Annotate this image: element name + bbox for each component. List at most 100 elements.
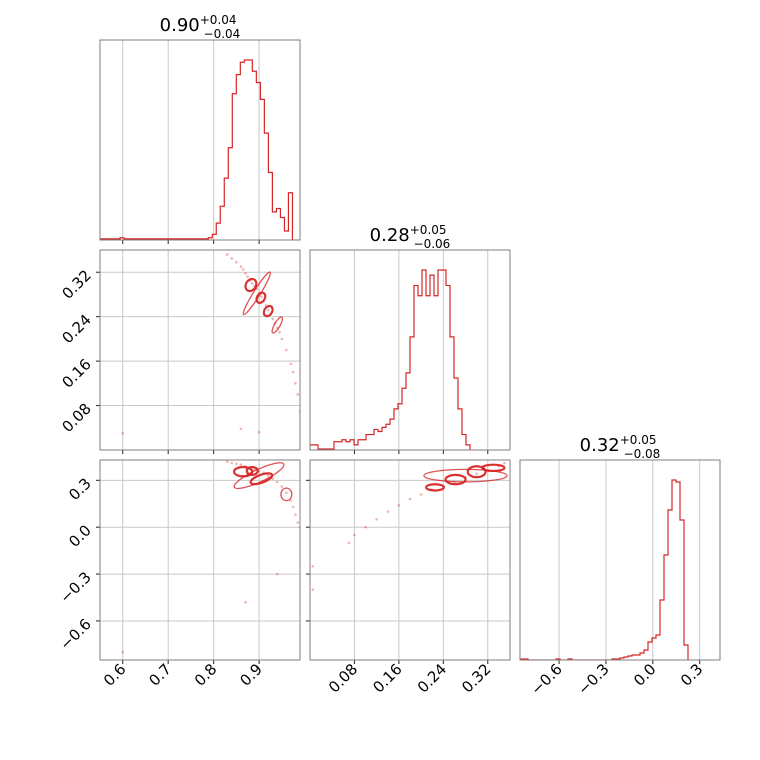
pair-0-sample-8 (250, 282, 254, 285)
hist-2-frame (519, 459, 721, 661)
xtick-label-param-1-0: 0.08 (325, 660, 361, 696)
title-0-minus: −0.04 (204, 27, 241, 41)
pair-panel-0-1 (96, 249, 301, 454)
title-2-value: 0.32 (580, 435, 620, 456)
pair-1-contour-2 (249, 472, 274, 486)
hist-2-bars (520, 479, 689, 660)
pair-0-contour-3 (242, 271, 272, 316)
hist-panel-0: 0.90+0.04 −0.04 (99, 13, 301, 244)
xtick-label-param-2-3: 0.3 (677, 660, 707, 690)
pair-0-sample-6 (246, 275, 250, 278)
xtick-label-param-1-1: 0.16 (369, 660, 405, 696)
pair-2-sample-17 (311, 564, 315, 568)
pair-2-sample-4 (386, 510, 390, 513)
pair-2-sample-3 (375, 518, 378, 521)
xtick-label-param-0-2: 0.8 (191, 660, 221, 690)
pair-2-sample-15 (503, 461, 506, 465)
ytick-label-param-1-0: 0.08 (58, 400, 94, 436)
pair-0-sample-12 (260, 295, 263, 298)
pair-2-sample-16 (311, 588, 315, 591)
hist-0-step-line (100, 59, 294, 240)
pair-2-marks (311, 461, 508, 591)
title-param-1: 0.28+0.05 −0.06 (370, 223, 451, 251)
xtick-label-param-0-1: 0.7 (145, 660, 175, 690)
title-0-plus: +0.04 (200, 13, 237, 27)
pair-0-sample-4 (241, 268, 245, 271)
pair-0-sample-1 (230, 257, 234, 260)
pair-0-sample-15 (266, 308, 270, 312)
pair-1-sample-15 (291, 505, 295, 509)
title-1-plus: +0.05 (410, 223, 447, 237)
pair-2-contour-1 (444, 473, 467, 486)
pair-1-sample-0 (225, 460, 229, 463)
xtick-label-param-2-0: −0.6 (527, 660, 565, 698)
xtick-label-param-2-2: 0.0 (630, 660, 660, 690)
pair-2-sample-5 (397, 504, 401, 507)
pair-0-sample-23 (289, 362, 293, 366)
pair-0-sample-25 (294, 382, 297, 385)
pair-0-frame (99, 249, 301, 451)
pair-panel-0-2 (96, 459, 301, 664)
hist-1-frame (309, 249, 511, 451)
pair-0-sample-0 (225, 253, 229, 256)
pair-1-sample-9 (266, 474, 270, 477)
pair-1-sample-10 (271, 477, 275, 481)
hist-1-step-line (310, 269, 471, 450)
pair-0-contour-0 (244, 277, 258, 293)
pair-1-sample-3 (239, 463, 243, 466)
pair-1-sample-11 (275, 480, 279, 484)
title-0-value: 0.90 (160, 15, 200, 36)
ytick-label-param-2-2: 0.0 (65, 521, 95, 551)
pair-0-sample-28 (121, 432, 125, 435)
title-param-2: 0.32+0.05 −0.08 (580, 433, 661, 461)
pair-0-sample-17 (271, 317, 275, 321)
pair-0-sample-21 (280, 337, 284, 341)
pair-0-sample-29 (239, 427, 243, 431)
pair-1-contour-3 (233, 462, 285, 490)
title-param-0: 0.90+0.04 −0.04 (160, 13, 241, 41)
pair-1-sample-17 (296, 521, 300, 524)
xtick-label-param-0-0: 0.6 (100, 660, 130, 690)
pair-1-contour-1 (245, 465, 259, 476)
pair-1-sample-13 (285, 491, 288, 495)
pair-1-sample-16 (294, 513, 297, 516)
pair-2-frame (309, 459, 511, 661)
pair-0-contour-4 (271, 316, 284, 334)
pair-2-sample-1 (353, 533, 356, 537)
pair-1-frame (99, 459, 301, 661)
ytick-label-param-2-0: −0.6 (56, 615, 94, 653)
pair-1-sample-19 (275, 572, 279, 576)
pair-0-marks (121, 253, 300, 435)
pair-0-sample-20 (278, 330, 281, 334)
pair-2-sample-2 (364, 525, 367, 529)
title-2-minus: −0.08 (624, 447, 661, 461)
pair-0-sample-22 (285, 348, 288, 352)
pair-1-sample-1 (230, 461, 234, 465)
pair-0-contour-2 (262, 304, 274, 318)
title-1-minus: −0.06 (414, 237, 451, 251)
ytick-label-param-2-1: −0.3 (56, 568, 94, 606)
ytick-label-param-2-3: 0.3 (65, 474, 95, 504)
xtick-label-param-0-3: 0.9 (236, 660, 266, 690)
pair-2-sample-7 (419, 493, 423, 496)
pair-2-contour-4 (423, 468, 508, 483)
pair-2-contour-0 (425, 483, 445, 492)
pair-1-contour-4 (280, 487, 293, 502)
hist-0-bars (100, 59, 294, 240)
hist-panel-1: 0.28+0.05 −0.06 (309, 223, 511, 454)
ytick-label-param-1-2: 0.24 (58, 311, 94, 347)
ytick-label-param-1-1: 0.16 (58, 355, 94, 391)
pair-2-sample-0 (347, 541, 351, 545)
hist-0-frame (99, 39, 301, 241)
pair-2-contour-2 (466, 465, 487, 479)
title-2-plus: +0.05 (620, 433, 657, 447)
pair-0-sample-2 (235, 260, 238, 264)
pair-1-sample-12 (280, 485, 284, 488)
pair-0-contour-1 (255, 291, 267, 304)
pair-0-sample-30 (257, 430, 261, 434)
hist-1-bars (310, 269, 471, 450)
pair-0-sample-3 (239, 265, 243, 268)
pair-0-sample-24 (291, 370, 295, 374)
hist-panel-2: 0.32+0.05 −0.08 (519, 433, 721, 664)
